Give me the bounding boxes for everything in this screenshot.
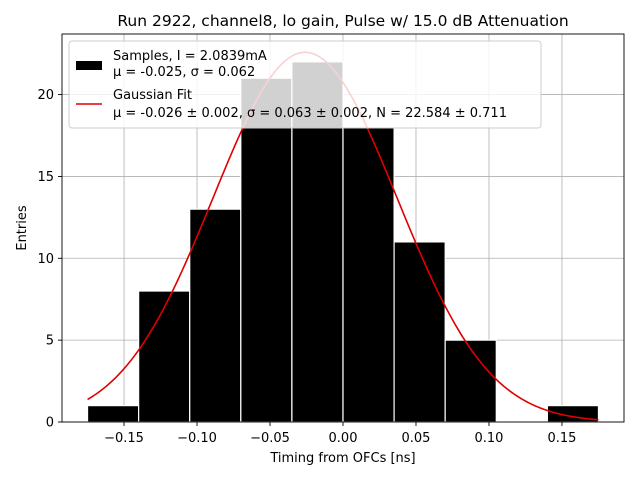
y-tick-label: 0	[46, 416, 54, 431]
x-tick-label: −0.10	[177, 431, 217, 446]
x-tick-label: 0.05	[402, 431, 431, 446]
y-tick-label: 20	[37, 88, 54, 103]
x-tick-label: 0.10	[474, 431, 503, 446]
legend: Samples, I = 2.0839mA μ = -0.025, σ = 0.…	[68, 40, 542, 129]
legend-fit-line1: Gaussian Fit	[113, 88, 192, 103]
y-tick-label: 5	[46, 334, 54, 349]
y-tick-label: 15	[37, 170, 54, 185]
histogram-bar	[86, 405, 140, 423]
legend-fit-line2: μ = -0.026 ± 0.002, σ = 0.063 ± 0.002, N…	[113, 106, 507, 121]
chart-title: Run 2922, channel8, lo gain, Pulse w/ 15…	[117, 12, 568, 30]
x-tick-label: −0.15	[104, 431, 144, 446]
histogram-bar	[138, 290, 191, 423]
histogram-bar	[393, 241, 446, 423]
legend-box	[68, 40, 542, 129]
histogram-bar	[240, 77, 293, 423]
x-tick-label: 0.15	[547, 431, 576, 446]
legend-swatch-samples	[76, 61, 102, 70]
legend-samples-line1: Samples, I = 2.0839mA	[113, 49, 267, 64]
x-tick-label: 0.00	[329, 431, 358, 446]
y-axis-ticks: 0 5 10 15 20	[37, 88, 62, 431]
y-axis-label: Entries	[15, 205, 30, 251]
x-axis-label: Timing from OFCs [ns]	[269, 451, 415, 466]
histogram-bar	[189, 208, 242, 423]
x-axis-ticks: −0.15 −0.10 −0.05 0.00 0.05 0.10 0.15	[104, 422, 576, 446]
legend-samples-line2: μ = -0.025, σ = 0.062	[113, 65, 255, 80]
y-tick-label: 10	[37, 252, 54, 267]
histogram-bar	[444, 339, 497, 423]
x-tick-label: −0.05	[250, 431, 290, 446]
